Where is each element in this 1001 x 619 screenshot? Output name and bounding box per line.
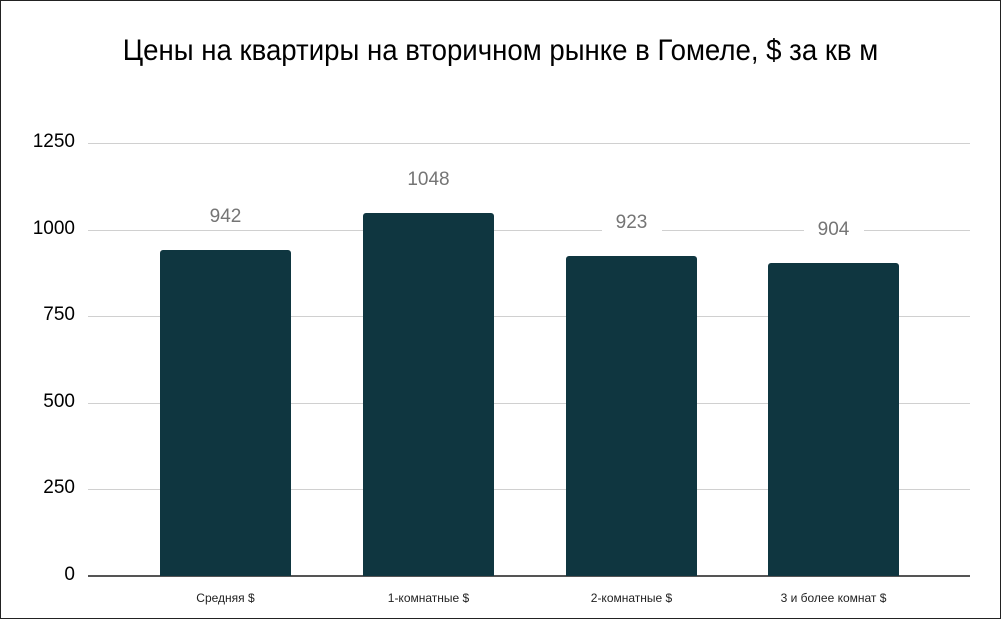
bar-value-label: 1048 <box>398 168 459 191</box>
x-category-label: 3 и более комнат $ <box>780 591 887 605</box>
gridline <box>88 143 970 144</box>
gridline <box>88 230 970 231</box>
y-tick-label: 0 <box>64 564 75 585</box>
x-category-label: 2-комнатные $ <box>590 591 673 605</box>
bar-value-label: 904 <box>803 218 864 241</box>
bar[interactable] <box>768 262 899 576</box>
gridline <box>88 316 970 317</box>
y-tick-label: 500 <box>43 391 75 412</box>
bar[interactable] <box>566 256 697 576</box>
gridline <box>88 403 970 404</box>
bar[interactable] <box>363 212 494 576</box>
bar[interactable] <box>160 249 291 576</box>
bar-value-label: 942 <box>195 205 256 228</box>
gridline <box>88 489 970 490</box>
y-tick-label: 250 <box>43 477 75 498</box>
x-category-label: 1-комнатные $ <box>387 591 470 605</box>
y-tick-label: 1000 <box>32 218 75 239</box>
y-tick-label: 750 <box>43 304 75 325</box>
y-tick-label: 1250 <box>32 131 75 152</box>
chart-title: Цены на квартиры на вторичном рынке в Го… <box>122 34 879 67</box>
x-axis-line <box>88 575 970 577</box>
bar-value-label: 923 <box>601 212 662 235</box>
x-category-label: Средняя $ <box>196 591 255 605</box>
